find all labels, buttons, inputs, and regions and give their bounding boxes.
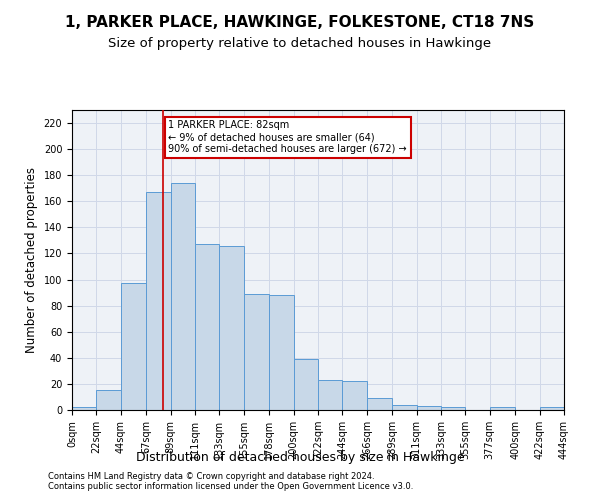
Bar: [318, 380, 343, 410]
Text: Size of property relative to detached houses in Hawkinge: Size of property relative to detached ho…: [109, 38, 491, 51]
Bar: [146, 192, 170, 410]
Bar: [220, 246, 244, 410]
Bar: [121, 284, 146, 410]
Bar: [170, 183, 195, 410]
Bar: [72, 408, 97, 410]
Text: Distribution of detached houses by size in Hawkinge: Distribution of detached houses by size …: [136, 451, 464, 464]
Text: 1 PARKER PLACE: 82sqm
← 9% of detached houses are smaller (64)
90% of semi-detac: 1 PARKER PLACE: 82sqm ← 9% of detached h…: [169, 120, 407, 154]
Bar: [367, 398, 392, 410]
Text: 1, PARKER PLACE, HAWKINGE, FOLKESTONE, CT18 7NS: 1, PARKER PLACE, HAWKINGE, FOLKESTONE, C…: [65, 15, 535, 30]
Bar: [539, 408, 564, 410]
Bar: [441, 408, 466, 410]
Bar: [293, 359, 318, 410]
Text: Contains HM Land Registry data © Crown copyright and database right 2024.: Contains HM Land Registry data © Crown c…: [48, 472, 374, 481]
Y-axis label: Number of detached properties: Number of detached properties: [25, 167, 38, 353]
Bar: [97, 390, 121, 410]
Bar: [416, 406, 441, 410]
Bar: [244, 294, 269, 410]
Bar: [392, 405, 416, 410]
Bar: [269, 295, 293, 410]
Text: Contains public sector information licensed under the Open Government Licence v3: Contains public sector information licen…: [48, 482, 413, 491]
Bar: [343, 382, 367, 410]
Bar: [490, 408, 515, 410]
Bar: [195, 244, 220, 410]
